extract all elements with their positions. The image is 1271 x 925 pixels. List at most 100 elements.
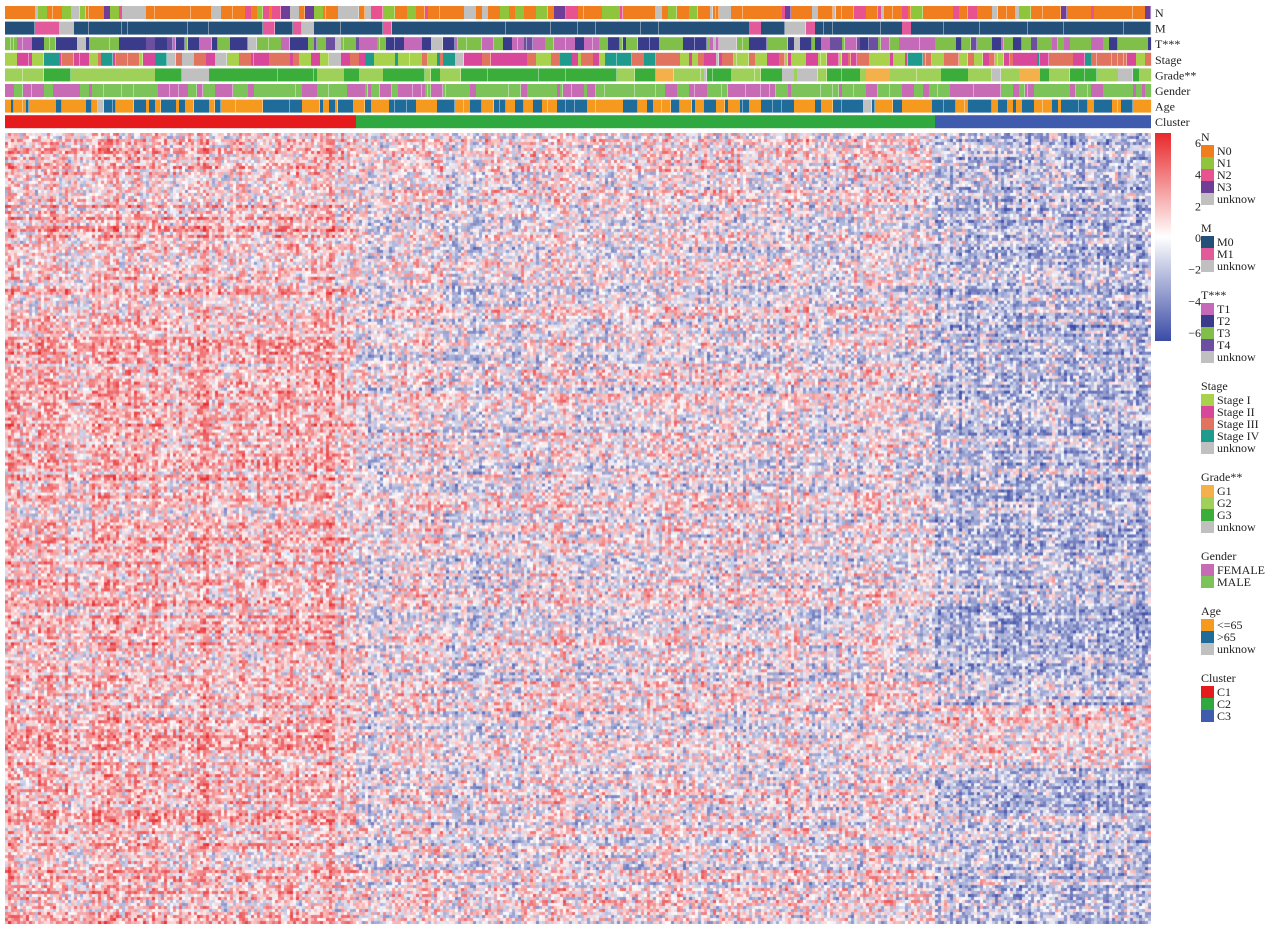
track-gap — [742, 37, 744, 51]
track-cell — [503, 52, 513, 66]
track-gap — [736, 37, 738, 51]
track-gap — [379, 84, 381, 97]
track-cell — [1031, 84, 1035, 97]
track-cell — [605, 52, 618, 66]
track-cell — [716, 52, 720, 66]
track-gap — [832, 99, 834, 113]
track-cell — [290, 52, 294, 66]
color-scale-tick-label: −4 — [1188, 294, 1201, 308]
track-cell — [155, 99, 162, 113]
track-cell — [923, 52, 927, 66]
track-cell — [188, 84, 198, 97]
track-cell — [95, 37, 99, 51]
track-cell — [644, 84, 657, 97]
track-cell — [428, 6, 432, 19]
track-cell — [89, 52, 99, 66]
track-gap — [841, 68, 843, 82]
track-gap — [637, 37, 639, 51]
track-cell — [92, 99, 99, 113]
track-cell — [572, 52, 579, 66]
track-cell — [11, 99, 15, 113]
track-cell — [1064, 37, 1071, 51]
track-gap — [1024, 84, 1026, 97]
track-cell — [965, 99, 969, 113]
track-gap — [43, 52, 45, 66]
track-cell — [512, 52, 522, 66]
track-cell — [1133, 99, 1146, 113]
track-cell — [953, 21, 981, 35]
track-gap — [406, 99, 408, 113]
track-cell — [257, 6, 264, 19]
track-cell — [572, 84, 585, 97]
track-cell — [536, 52, 543, 66]
track-cell — [392, 21, 396, 35]
track-gap — [79, 52, 81, 66]
track-cell — [626, 37, 639, 51]
track-gap — [694, 84, 696, 97]
track-cell — [80, 52, 90, 66]
track-cell — [407, 99, 417, 113]
track-gap — [673, 68, 675, 82]
track-cell — [944, 21, 954, 35]
track-cell — [1034, 84, 1047, 97]
track-cell — [542, 37, 546, 51]
track-cell — [761, 99, 774, 113]
track-cell — [794, 68, 798, 82]
track-cell — [365, 84, 369, 97]
track-cell — [560, 84, 564, 97]
track-gap — [931, 52, 933, 66]
track-cell — [140, 37, 147, 51]
track-gap — [655, 68, 657, 82]
track-cell — [587, 99, 597, 113]
track-cell — [968, 52, 972, 66]
track-gap — [454, 99, 456, 113]
track-cell — [380, 37, 387, 51]
track-cell — [1103, 37, 1107, 51]
track-gap — [721, 84, 723, 97]
track-cell — [134, 84, 138, 97]
track-cell — [89, 21, 96, 35]
track-cell — [347, 37, 357, 51]
track-cell — [113, 52, 117, 66]
track-cell — [104, 99, 114, 113]
track-gap — [463, 99, 465, 113]
track-cell — [827, 52, 840, 66]
track-cell — [635, 84, 645, 97]
track-gap — [817, 68, 819, 82]
track-cell — [131, 37, 141, 51]
track-cell — [203, 84, 216, 97]
track-cell — [902, 84, 915, 97]
legend-item-label: N2 — [1217, 168, 1232, 182]
track-gap — [1126, 52, 1128, 66]
track-gap — [1039, 52, 1041, 66]
track-gap — [253, 52, 255, 66]
track-cell — [65, 37, 78, 51]
track-gap — [208, 21, 210, 35]
track-cell — [413, 37, 423, 51]
track-cell — [245, 6, 252, 19]
track-cell — [368, 37, 378, 51]
track-cell — [32, 52, 45, 66]
track-gap — [409, 52, 411, 66]
track-gap — [1006, 6, 1008, 19]
track-cell — [269, 6, 273, 19]
track-gap — [1060, 6, 1062, 19]
track-gap — [919, 37, 921, 51]
track-gap — [679, 99, 681, 113]
track-gap — [382, 6, 384, 19]
track-cell — [377, 37, 381, 51]
track-gap — [358, 6, 360, 19]
track-cell — [371, 84, 381, 97]
track-cell — [1007, 6, 1017, 19]
track-cell — [761, 68, 783, 82]
track-cell — [1145, 84, 1152, 97]
track-cell — [782, 68, 795, 82]
track-cell — [272, 6, 282, 19]
track-cell — [704, 52, 708, 66]
track-cell — [50, 37, 57, 51]
track-gap — [121, 84, 123, 97]
track-cell — [452, 6, 465, 19]
track-cell — [185, 99, 195, 113]
legend-swatch — [1201, 394, 1214, 406]
